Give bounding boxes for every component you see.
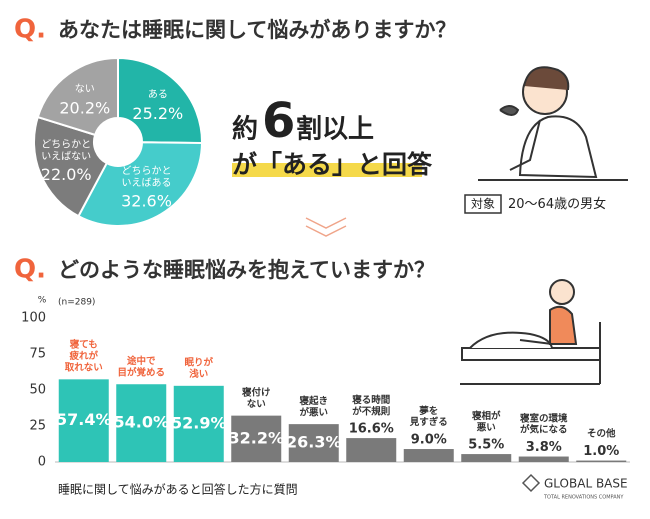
category-label: 眠りが浅い: [184, 356, 213, 379]
target-tag: 対象: [471, 197, 495, 211]
y-tick-label: 0: [38, 455, 46, 470]
bar: [403, 449, 454, 462]
illustration-worried: [478, 66, 628, 181]
headline-suffix: 割以上: [296, 114, 374, 145]
y-unit: %: [38, 296, 47, 306]
footnote: 睡眠に関して悩みがあると回答した方に質問: [58, 482, 298, 497]
category-label: 寝る時間が不規則: [352, 393, 390, 416]
category-label: 寝相が悪い: [472, 409, 501, 432]
slice-label: ない: [75, 83, 95, 95]
slice-label: ある: [148, 89, 168, 101]
chevron: [305, 217, 347, 237]
headline-line2: が「ある」と回答: [232, 150, 433, 179]
bar: [173, 385, 224, 462]
bar: [518, 456, 569, 462]
target-text: 20～64歳の男女: [508, 196, 606, 212]
pie-slice: [117, 56, 203, 145]
category-label: 寝付けない: [242, 386, 271, 409]
y-tick-label: 25: [29, 419, 46, 434]
category-label: 寝室の環境が気になる: [520, 412, 568, 435]
slice-value: 25.2%: [132, 104, 183, 123]
pie-slice: [36, 56, 119, 137]
category-label: 寝起きが悪い: [299, 394, 328, 417]
slice-value: 32.6%: [121, 192, 172, 211]
pie-slice: [77, 141, 204, 227]
category-label: その他: [587, 427, 616, 439]
q-mark: Q.: [14, 15, 46, 45]
question: どのような睡眠悩みを抱えていますか？: [58, 258, 435, 282]
slice-value: 22.0%: [41, 165, 92, 184]
y-tick-label: 75: [29, 347, 46, 362]
slice-label: どちらかといえばある: [122, 165, 172, 189]
value-label: 26.3%: [286, 433, 342, 452]
highlight: [232, 163, 422, 177]
value-label: 5.5%: [468, 438, 504, 453]
bar: [58, 379, 109, 462]
y-tick-label: 100: [21, 311, 46, 326]
question: あなたは睡眠に関して悩みがありますか？: [58, 18, 456, 42]
value-label: 3.8%: [526, 440, 562, 455]
bar: [231, 415, 282, 462]
logo-tagline: TOTAL RENOVATIONS COMPANY: [543, 495, 624, 501]
category-label: 寝ても疲れが取れない: [65, 338, 103, 373]
headline-number: 6: [262, 93, 295, 149]
category-label: 夢を見すぎる: [409, 404, 448, 427]
bar: [346, 438, 397, 462]
bar: [288, 424, 339, 462]
value-label: 1.0%: [583, 444, 619, 459]
value-label: 32.2%: [228, 428, 284, 447]
value-label: 54.0%: [113, 413, 169, 432]
bar: [116, 384, 167, 462]
category-label: 途中で目が覚める: [117, 355, 165, 378]
pie-slice: [33, 115, 109, 218]
sample-note: (n=289): [58, 298, 95, 308]
value-label: 16.6%: [349, 422, 394, 437]
headline-prefix: 約: [232, 114, 258, 145]
bar: [461, 454, 512, 462]
logo-name: GLOBAL BASE: [544, 477, 628, 491]
slice-label: どちらかといえばない: [41, 138, 91, 162]
target-tag-box: [464, 194, 502, 214]
bar: [576, 460, 627, 462]
illustration-bed: [460, 279, 601, 385]
value-label: 57.4%: [56, 410, 112, 429]
q-mark: Q.: [14, 255, 46, 285]
logo-mark: [521, 473, 541, 493]
value-label: 9.0%: [411, 433, 447, 448]
y-tick-label: 50: [29, 383, 46, 398]
slice-value: 20.2%: [59, 98, 110, 117]
value-label: 52.9%: [171, 413, 227, 432]
